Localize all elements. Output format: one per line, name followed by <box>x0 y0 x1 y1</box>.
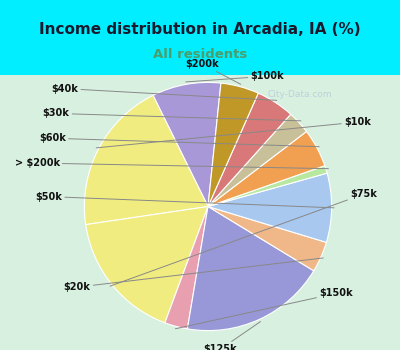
Text: $75k: $75k <box>110 189 377 286</box>
Text: $10k: $10k <box>96 117 371 148</box>
Text: $150k: $150k <box>175 288 353 329</box>
Wedge shape <box>208 173 332 242</box>
Wedge shape <box>208 114 306 206</box>
Text: All residents: All residents <box>153 48 247 61</box>
Wedge shape <box>208 93 291 206</box>
Text: $20k: $20k <box>64 258 323 292</box>
Text: $200k: $200k <box>185 59 241 84</box>
Text: $40k: $40k <box>51 84 277 100</box>
Text: > $200k: > $200k <box>14 158 328 169</box>
Text: $50k: $50k <box>35 191 334 208</box>
Text: City-Data.com: City-Data.com <box>268 90 332 99</box>
Text: $60k: $60k <box>39 133 319 147</box>
Wedge shape <box>208 206 326 271</box>
Wedge shape <box>208 132 325 206</box>
Text: $125k: $125k <box>204 322 260 350</box>
Text: Income distribution in Arcadia, IA (%): Income distribution in Arcadia, IA (%) <box>39 22 361 37</box>
Wedge shape <box>153 82 221 206</box>
Wedge shape <box>187 206 314 331</box>
Wedge shape <box>86 206 208 323</box>
Wedge shape <box>208 166 327 206</box>
Text: $100k: $100k <box>186 71 284 82</box>
Wedge shape <box>165 206 208 329</box>
Wedge shape <box>84 95 208 225</box>
Text: $30k: $30k <box>43 108 301 121</box>
Wedge shape <box>208 83 258 206</box>
